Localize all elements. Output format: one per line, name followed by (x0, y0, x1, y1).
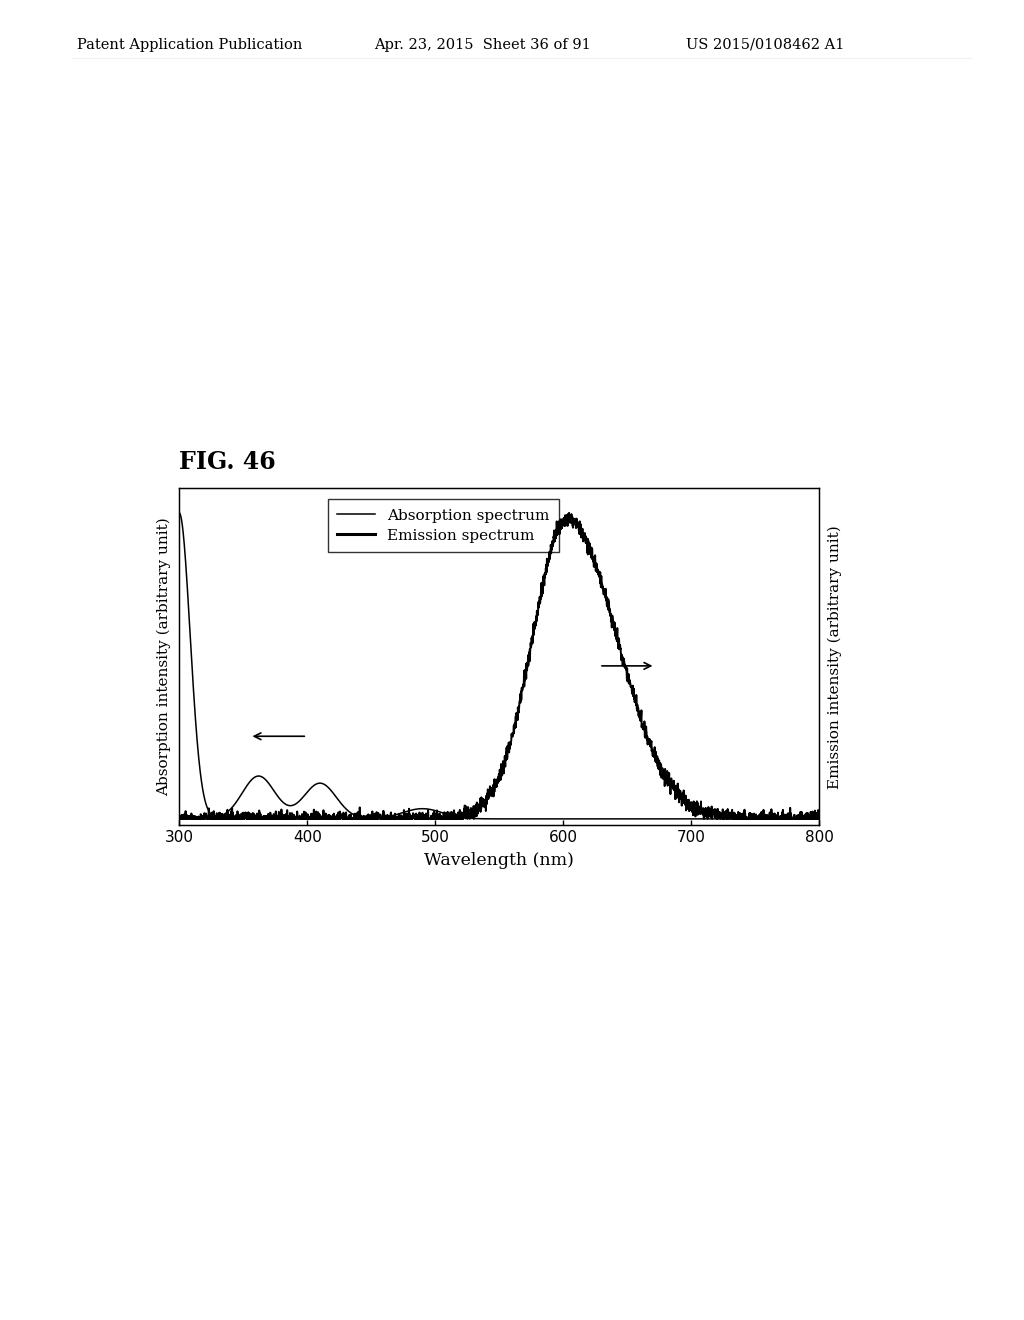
Legend: Absorption spectrum, Emission spectrum: Absorption spectrum, Emission spectrum (328, 499, 559, 552)
Text: Apr. 23, 2015  Sheet 36 of 91: Apr. 23, 2015 Sheet 36 of 91 (374, 38, 591, 51)
Text: Patent Application Publication: Patent Application Publication (77, 38, 302, 51)
Y-axis label: Absorption intensity (arbitrary unit): Absorption intensity (arbitrary unit) (157, 517, 171, 796)
Text: FIG. 46: FIG. 46 (179, 450, 275, 474)
X-axis label: Wavelength (nm): Wavelength (nm) (424, 851, 574, 869)
Y-axis label: Emission intensity (arbitrary unit): Emission intensity (arbitrary unit) (827, 525, 842, 788)
Text: US 2015/0108462 A1: US 2015/0108462 A1 (686, 38, 845, 51)
